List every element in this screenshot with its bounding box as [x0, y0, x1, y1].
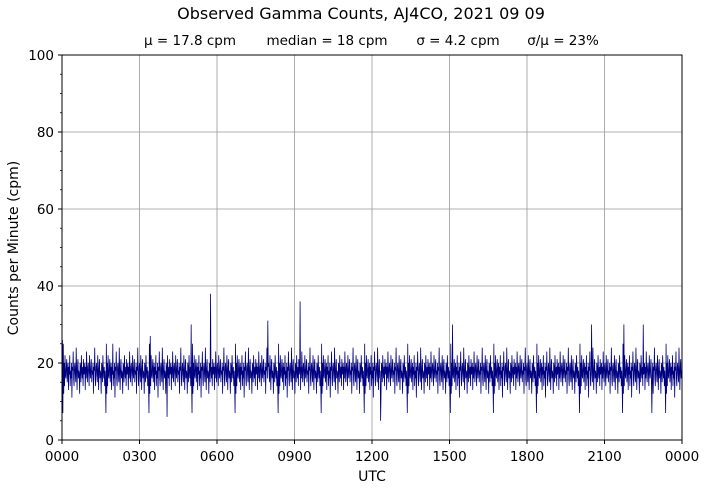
x-tick-label: 1500	[432, 449, 466, 465]
gamma-count-series-line	[61, 293, 683, 421]
y-tick-label: 20	[37, 356, 54, 372]
y-tick-label: 40	[37, 279, 54, 295]
median-stat: median = 18 cpm	[266, 33, 387, 49]
plot-frame	[61, 54, 683, 441]
chart-title: Observed Gamma Counts, AJ4CO, 2021 09 09	[177, 4, 545, 23]
x-tick-label: 1200	[355, 449, 389, 465]
x-tick-label: 0000	[45, 449, 79, 465]
mean-stat: μ = 17.8 cpm	[144, 33, 236, 49]
y-tick-label: 60	[37, 202, 54, 218]
x-tick-label: 0300	[122, 449, 156, 465]
x-tick-label: 1800	[510, 449, 544, 465]
x-axis-label: UTC	[358, 469, 386, 485]
axes-layer: 0000 0300 0600 0900 1200 1500 1800 2100 00000204…	[28, 48, 699, 465]
x-tick-label: 0600	[200, 449, 234, 465]
y-tick-label: 100	[28, 48, 54, 64]
sigma-stat: σ = 4.2 cpm	[416, 33, 499, 49]
x-tick-label: 0900	[277, 449, 311, 465]
sigma-ratio-stat: σ/μ = 23%	[527, 33, 599, 49]
x-tick-label: 2100	[587, 449, 621, 465]
y-axis-label: Counts per Minute (cpm)	[6, 161, 22, 335]
grid-lines	[61, 54, 683, 441]
y-tick-label: 80	[37, 125, 54, 141]
series-layer	[61, 293, 683, 421]
y-tick-label: 0	[45, 433, 54, 449]
x-tick-label: 0000	[665, 449, 699, 465]
chart-subtitle: μ = 17.8 cpm median = 18 cpm σ = 4.2 cpm…	[144, 33, 599, 49]
